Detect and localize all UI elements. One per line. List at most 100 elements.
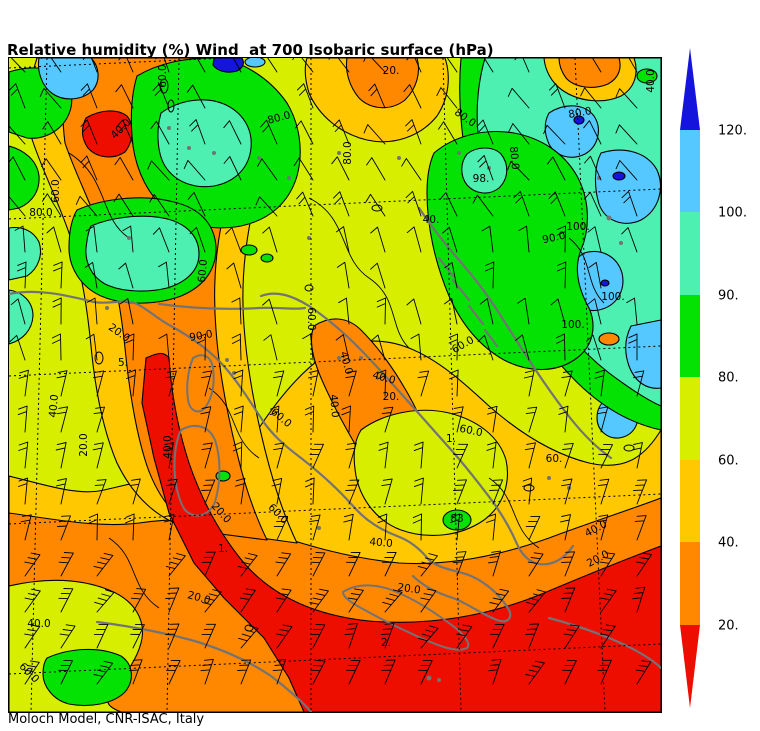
wind-barb [293,157,314,181]
colorbar-segment [680,295,700,377]
wind-barb [41,193,62,217]
wind-barb [260,119,278,145]
wind-barb [46,226,62,253]
wind-barb [189,119,206,145]
wind-barb [118,262,134,289]
wind-barb [448,333,458,361]
wind-barb [20,514,32,541]
wind-barb [129,478,141,505]
region-green-adriatic [426,130,594,371]
wind-barb [201,589,222,613]
wind-barb [18,369,29,397]
wind-barb [163,441,174,469]
wind-barb [377,513,388,541]
wind-barb [9,83,26,109]
wind-barb [437,58,458,73]
wind-barb [273,370,285,397]
colorbar-segment [680,212,700,295]
colorbar: 120. 100. 90. 80. 60. 40. 20. [680,48,747,708]
wind-barb [338,297,350,325]
wind-barb [239,588,256,613]
wind-barb [484,261,495,289]
wind-barb [9,334,26,361]
wind-barb [93,660,114,685]
wind-barb [163,514,175,541]
weather-map: 60.0 40.0 80.0 80.0 80.0 80.0 98. 80.0 40. 90.0 10… [8,57,662,713]
wind-barb [55,478,67,505]
wind-barb [85,225,98,253]
wind-barb [152,83,170,109]
wind-barb [560,514,571,541]
wind-barb [42,121,62,145]
wind-barb [305,477,315,505]
wind-barb [517,297,530,325]
wind-barb [561,587,576,613]
wind-barb [273,515,289,541]
wind-barb [92,442,104,469]
wind-barb [58,659,73,685]
wind-barb [378,441,389,469]
wind-barb [525,660,545,685]
wind-barb [598,443,613,469]
wind-barb [304,405,315,433]
map-graphic [9,58,661,712]
colorbar-label: 20. [718,619,739,634]
wind-barb [80,119,98,145]
wind-barb [412,513,423,541]
wind-barb [507,160,530,181]
colorbar-bottom-triangle [680,625,700,708]
wind-barb [580,87,602,109]
wind-barb [489,588,510,613]
wind-barb [406,226,422,253]
wind-barb [486,513,497,541]
wind-barb [444,262,458,289]
colorbar-label: 40. [718,536,739,551]
wind-barb [621,190,638,217]
wind-barb [58,552,74,577]
wind-barb [17,261,27,289]
wind-barb [75,195,98,217]
wind-barb [189,226,206,253]
islets [105,126,623,682]
wind-barb [55,442,67,469]
wind-barb [585,334,602,361]
wind-barb [525,589,547,613]
wind-barb [587,298,602,325]
wind-barb [256,158,278,181]
wind-barb [201,551,216,577]
wind-barb [525,623,540,649]
wind-barb [17,405,28,433]
wind-barb [41,158,62,181]
wind-barb [365,193,386,217]
wind-barb [453,479,467,505]
wind-barb [24,588,41,613]
wind-barb [57,515,71,541]
humidity-regions [9,58,661,712]
wind-barb [232,441,243,469]
wind-barb [370,262,386,289]
wind-barb [406,58,422,73]
wind-barb [514,334,530,361]
wind-barb [452,406,464,433]
wind-barb [584,155,602,181]
wind-barb [594,369,605,397]
wind-barb [328,58,350,73]
wind-barb [201,442,213,469]
wind-barb [370,334,386,361]
region-red-nw-patch [81,110,133,158]
wind-barb [14,225,26,253]
wind-barb [376,297,387,325]
wind-barb [200,658,214,685]
wind-barb [113,193,134,217]
wind-barb [310,624,326,649]
colorbar-label: 120. [718,124,747,139]
wind-barb [381,659,396,685]
wind-barb [587,226,602,253]
wind-barb [615,124,638,145]
wind-barb [621,227,638,253]
wind-barb [335,334,350,361]
wind-barb [543,124,566,145]
wind-barb [332,119,350,145]
wind-barb [615,160,638,181]
colorbar-segment [680,460,700,542]
